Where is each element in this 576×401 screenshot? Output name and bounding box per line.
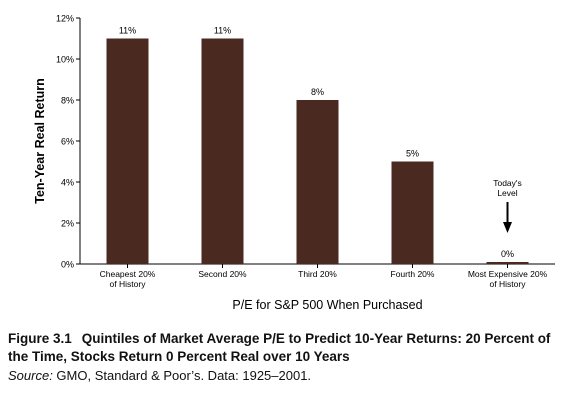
y-tick-label: 0% <box>61 260 74 270</box>
y-tick-label: 6% <box>61 137 74 147</box>
bar <box>391 161 434 264</box>
caption-source: Source: GMO, Standard & Poor’s. Data: 19… <box>8 367 573 384</box>
x-tick-label: Most Expensive 20% <box>468 269 548 279</box>
caption-title-line-1: Quintiles of Market Average P/E to Predi… <box>81 331 551 346</box>
figure-caption: Figure 3.1 Quintiles of Market Average P/… <box>8 330 573 384</box>
annotation-arrow-head <box>503 222 512 233</box>
bar <box>106 38 149 264</box>
data-label: 0% <box>501 249 514 259</box>
figure-number: Figure 3.1 <box>8 331 72 346</box>
caption-line-2: the Time, Stocks Return 0 Percent Real o… <box>8 349 350 364</box>
x-tick-label: of History <box>110 279 147 289</box>
data-label: 11% <box>214 26 231 36</box>
data-label: 11% <box>119 26 136 36</box>
bar-chart: 0%2%4%6%8%10%12%11%Cheapest 20%of Histor… <box>33 14 555 312</box>
y-axis-title: Ten-Year Real Return <box>33 78 47 204</box>
source-text: GMO, Standard & Poor’s. Data: 1925–2001. <box>52 368 312 383</box>
x-tick-label: Third 20% <box>298 269 337 279</box>
annotation-label: Level <box>497 188 517 198</box>
y-tick-label: 10% <box>56 55 74 65</box>
bar <box>296 100 339 264</box>
x-tick-label: Second 20% <box>198 269 247 279</box>
annotation-label: Today's <box>493 178 522 188</box>
caption-line-1: Figure 3.1 Quintiles of Market Average P/… <box>8 330 573 348</box>
y-tick-label: 8% <box>61 96 74 106</box>
x-tick-label: Fourth 20% <box>391 269 435 279</box>
x-axis-title: P/E for S&P 500 When Purchased <box>232 298 422 312</box>
x-tick-label: Cheapest 20% <box>100 269 156 279</box>
data-label: 8% <box>311 87 324 97</box>
source-label: Source: <box>8 368 53 383</box>
y-tick-label: 12% <box>56 14 74 24</box>
bar <box>486 262 529 264</box>
bar <box>201 38 244 264</box>
y-tick-label: 2% <box>61 219 74 229</box>
y-tick-label: 4% <box>61 178 74 188</box>
data-label: 5% <box>406 149 419 159</box>
x-tick-label: of History <box>490 279 527 289</box>
